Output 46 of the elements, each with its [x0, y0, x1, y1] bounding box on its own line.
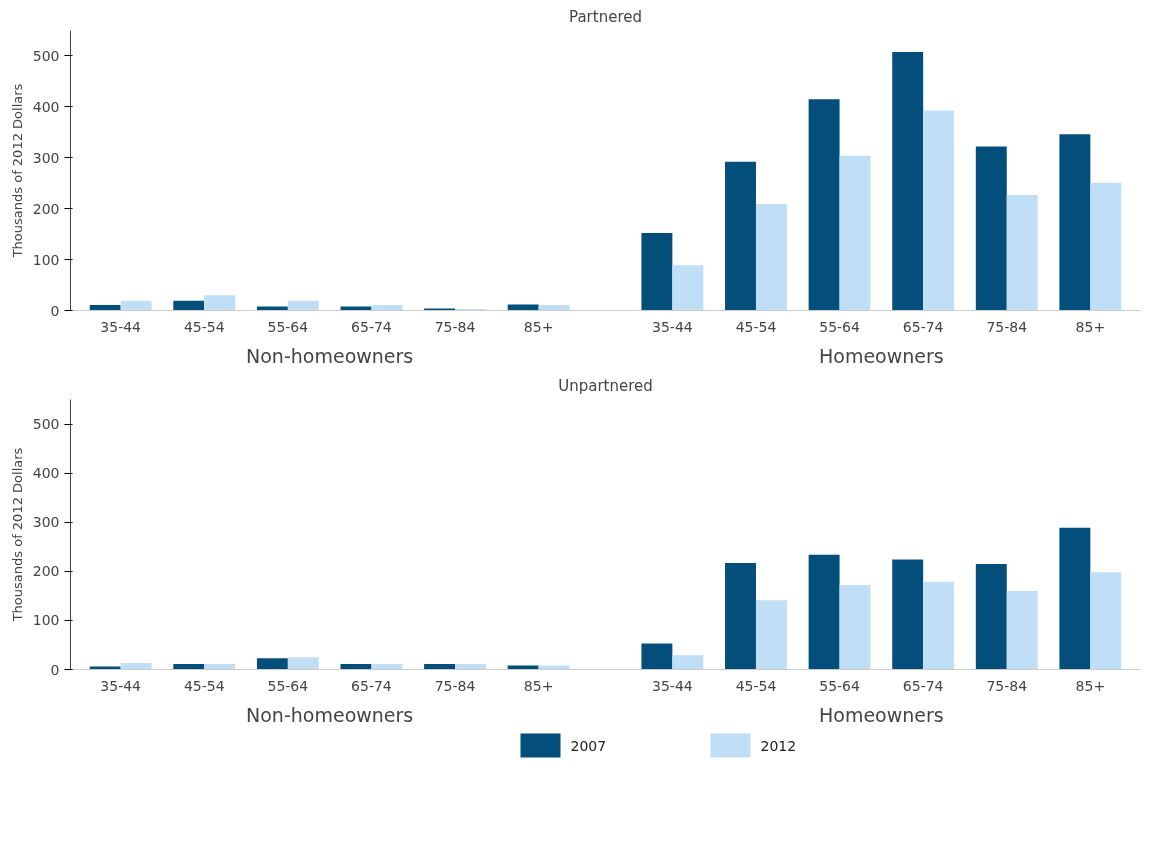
x-tick-label: 55-64 [267, 318, 309, 335]
x-tick-label: 35-44 [100, 318, 142, 335]
x-tick-label: 65-74 [902, 318, 944, 335]
legend-label: 2007 [570, 737, 607, 754]
x-tick-label: 75-84 [434, 318, 476, 335]
y-tick-label: 200 [32, 200, 60, 217]
y-tick-label: 200 [32, 563, 60, 580]
x-tick-label: 85+ [1075, 677, 1106, 694]
x-tick-label: 75-84 [986, 677, 1028, 694]
y-tick-label: 400 [32, 98, 60, 115]
y-tick-label: 0 [50, 302, 60, 319]
x-tick-label: 85+ [523, 318, 554, 335]
x-tick-label: 35-44 [652, 677, 693, 694]
y-axis-title: Thousands of 2012 Dollars [9, 83, 25, 259]
x-tick-label: 65-74 [351, 677, 392, 694]
x-tick-label: 55-64 [819, 677, 860, 694]
x-tick-label: 85+ [523, 677, 554, 694]
x-tick-label: 45-54 [735, 318, 777, 335]
text: Non-homeowners [246, 703, 414, 726]
x-tick-label: 45-54 [183, 677, 225, 694]
chart-title: Partnered [569, 7, 642, 26]
x-tick-label: 35-44 [100, 677, 142, 694]
text: Homeowners [819, 344, 944, 367]
text: Homeowners [819, 703, 944, 726]
text: Non-homeowners [246, 344, 414, 367]
x-tick-label: 45-54 [183, 318, 225, 335]
y-tick-label: 300 [32, 149, 60, 166]
x-tick-label: 55-64 [267, 677, 309, 694]
x-tick-label: 45-54 [735, 677, 777, 694]
x-tick-label: 65-74 [351, 318, 392, 335]
x-tick-label: 75-84 [986, 318, 1028, 335]
y-tick-label: 500 [32, 47, 60, 64]
x-tick-label: 75-84 [434, 677, 476, 694]
x-tick-label: 65-74 [902, 677, 944, 694]
x-tick-label: 55-64 [819, 318, 860, 335]
y-tick-label: 0 [50, 661, 60, 678]
x-tick-label: 35-44 [652, 318, 693, 335]
y-tick-label: 100 [32, 612, 60, 629]
y-axis-title: Thousands of 2012 Dollars [9, 447, 25, 623]
y-tick-label: 100 [32, 251, 60, 268]
y-tick-label: 500 [32, 416, 60, 433]
x-tick-label: 85+ [1075, 318, 1106, 335]
y-tick-label: 400 [32, 465, 60, 482]
y-tick-label: 300 [32, 514, 60, 531]
legend-label: 2012 [760, 737, 797, 754]
chart-title: Unpartnered [558, 376, 653, 395]
